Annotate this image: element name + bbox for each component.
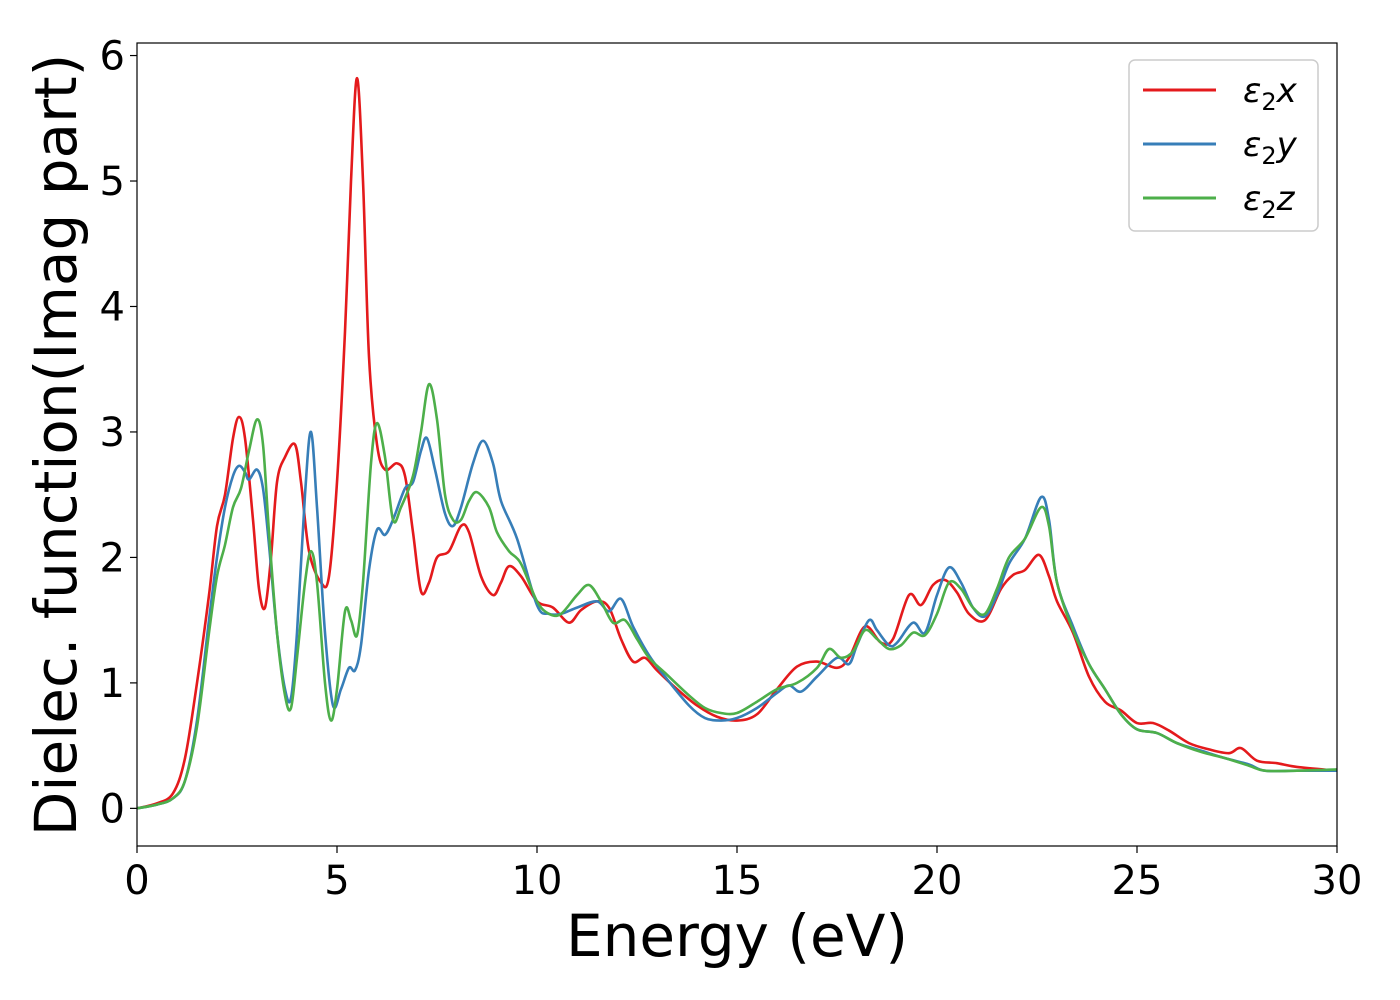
y-axis-label: Dielec. function(Imag part) — [22, 54, 90, 837]
y-axis: 0 1 2 3 4 5 6 — [100, 34, 137, 832]
series-line-y — [137, 430, 1337, 810]
legend-component: x — [1276, 71, 1298, 111]
y-tick-label: 3 — [100, 410, 125, 456]
x-axis-label: Energy (eV) — [566, 902, 908, 970]
x-tick-label: 25 — [1112, 858, 1163, 904]
y-tick-label: 4 — [100, 284, 125, 330]
x-tick-label: 5 — [324, 858, 349, 904]
legend-label-y: ε2y — [1243, 125, 1298, 170]
x-axis: 0 5 10 15 20 25 30 — [124, 846, 1362, 904]
series-line-x — [137, 76, 1337, 810]
y-tick-label: 6 — [100, 34, 125, 80]
legend-symbol: ε — [1243, 179, 1261, 219]
x-tick-label: 15 — [712, 858, 763, 904]
x-tick-label: 30 — [1312, 858, 1363, 904]
series-layer — [137, 76, 1337, 810]
y-tick-label: 5 — [100, 159, 125, 205]
legend-box — [1128, 59, 1319, 232]
y-tick-label: 1 — [100, 661, 125, 707]
legend-subscript: 2 — [1261, 196, 1276, 224]
legend-symbol: ε — [1243, 71, 1261, 111]
legend-subscript: 2 — [1261, 142, 1276, 170]
legend-symbol: ε — [1243, 125, 1261, 165]
series-line-z — [137, 382, 1337, 810]
legend-component: y — [1276, 125, 1298, 165]
legend-label-z: ε2z — [1243, 179, 1296, 224]
x-tick-label: 20 — [912, 858, 963, 904]
x-tick-label: 10 — [512, 858, 563, 904]
legend-component: z — [1276, 179, 1296, 219]
y-tick-label: 0 — [100, 786, 125, 832]
legend-label-x: ε2x — [1243, 71, 1298, 116]
legend-subscript: 2 — [1261, 88, 1276, 116]
y-tick-label: 2 — [100, 535, 125, 581]
x-tick-label: 0 — [124, 858, 149, 904]
